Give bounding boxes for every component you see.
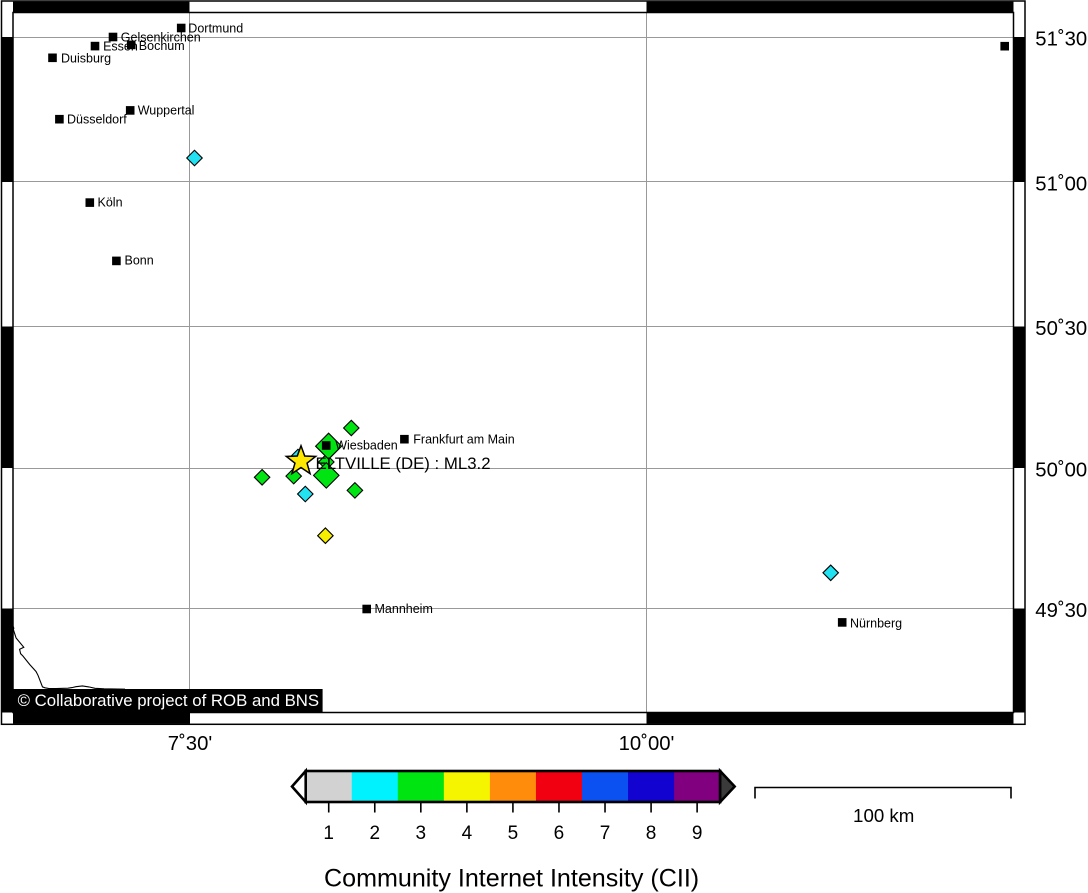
svg-text:Essen: Essen [103, 40, 138, 54]
svg-text:Nürnberg: Nürnberg [850, 617, 902, 631]
svg-text:1: 1 [323, 823, 334, 844]
svg-text:ELTVILLE (DE) : ML3.2: ELTVILLE (DE) : ML3.2 [316, 454, 491, 473]
svg-text:10˚00': 10˚00' [619, 733, 675, 755]
svg-text:51˚00': 51˚00' [1035, 174, 1088, 196]
svg-text:Bochum: Bochum [139, 39, 185, 53]
svg-text:Wuppertal: Wuppertal [138, 104, 195, 118]
svg-text:8: 8 [646, 823, 657, 844]
svg-text:4: 4 [462, 823, 473, 844]
svg-text:6: 6 [554, 823, 565, 844]
svg-text:7: 7 [600, 823, 611, 844]
svg-text:Frankfurt am Main: Frankfurt am Main [413, 432, 514, 446]
svg-text:100 km: 100 km [853, 805, 914, 826]
svg-text:3: 3 [416, 823, 427, 844]
svg-text:Köln: Köln [98, 196, 123, 210]
svg-text:7˚30': 7˚30' [168, 733, 212, 755]
svg-text:51˚30': 51˚30' [1035, 29, 1088, 51]
svg-text:© Collaborative project of ROB: © Collaborative project of ROB and BNS [18, 691, 320, 710]
svg-text:Bonn: Bonn [125, 254, 154, 268]
svg-text:Dortmund: Dortmund [188, 22, 243, 36]
svg-text:50˚30': 50˚30' [1035, 318, 1088, 340]
svg-text:Mannheim: Mannheim [375, 602, 433, 616]
svg-text:9: 9 [692, 823, 703, 844]
svg-text:Gelsenkirchen: Gelsenkirchen [121, 31, 201, 45]
svg-text:Duisburg: Duisburg [61, 52, 111, 66]
svg-text:Wiesbaden: Wiesbaden [335, 439, 398, 453]
svg-text:49˚30': 49˚30' [1035, 600, 1088, 622]
svg-text:Community Internet Intensity (: Community Internet Intensity (CII) [324, 865, 699, 893]
svg-text:2: 2 [369, 823, 380, 844]
svg-text:Düsseldorf: Düsseldorf [67, 113, 127, 127]
svg-text:50˚00': 50˚00' [1035, 460, 1088, 482]
svg-text:5: 5 [508, 823, 519, 844]
